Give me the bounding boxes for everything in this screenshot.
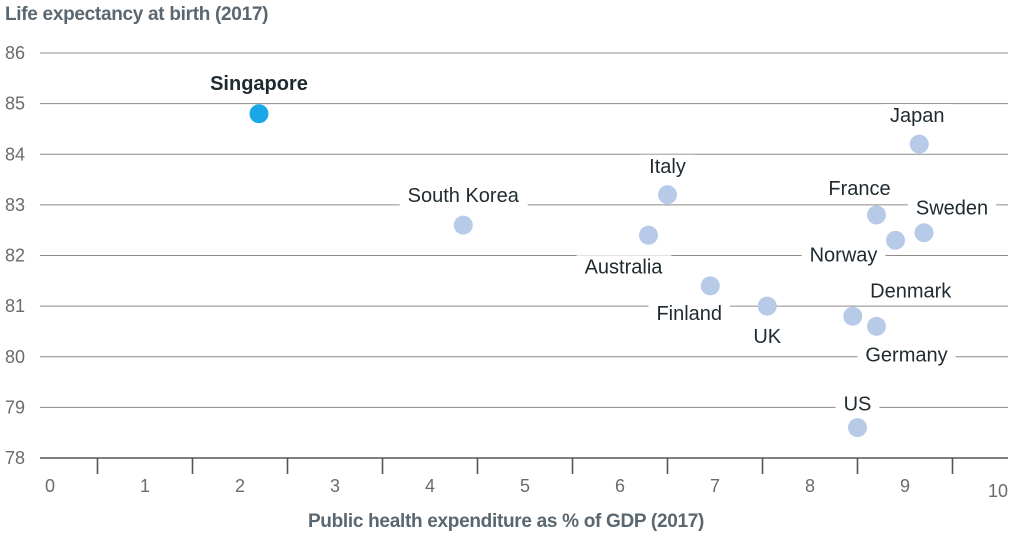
x-axis-ticks: 0 1 2 3 4 5 6 7 8 9 10 <box>45 476 1008 501</box>
point-south-korea <box>453 215 473 235</box>
point-labels: Singapore South Korea Italy Australia Finlan… <box>202 71 997 417</box>
x-tick-label-4: 4 <box>425 476 435 496</box>
label-australia: Australia <box>585 256 664 278</box>
y-tick-label-83: 83 <box>5 195 25 215</box>
point-us <box>848 418 867 438</box>
label-france: France <box>828 178 890 200</box>
label-background <box>576 255 672 280</box>
label-germany: Germany <box>865 344 947 366</box>
label-background <box>857 343 956 368</box>
x-tick-label-0: 0 <box>45 476 55 496</box>
label-background <box>820 177 899 201</box>
y-tick-label-86: 86 <box>5 43 25 63</box>
point-uk <box>757 296 777 316</box>
label-background <box>202 71 316 96</box>
label-background <box>399 184 528 209</box>
y-axis-ticks: 78 79 80 81 82 83 84 85 86 <box>5 43 25 468</box>
x-axis-title: Public health expenditure as % of GDP (2… <box>307 511 705 532</box>
point-finland <box>700 276 720 296</box>
label-background <box>801 243 886 268</box>
x-tick-label-1: 1 <box>140 476 150 496</box>
x-tick-label-7: 7 <box>710 476 720 496</box>
label-finland: Finland <box>656 303 722 325</box>
label-norway: Norway <box>810 244 878 266</box>
label-italy: Italy <box>649 156 686 178</box>
label-background <box>641 154 694 179</box>
x-tick-label-10: 10 <box>988 481 1008 501</box>
label-denmark: Denmark <box>870 280 952 302</box>
label-background <box>835 392 880 417</box>
point-singapore <box>249 104 269 124</box>
point-germany <box>867 316 886 336</box>
y-tick-label-79: 79 <box>5 397 25 417</box>
label-background <box>907 196 997 221</box>
data-points <box>249 104 934 438</box>
label-japan: Japan <box>890 105 945 127</box>
label-background <box>882 104 953 129</box>
label-south-korea: South Korea <box>408 185 520 207</box>
point-australia <box>639 225 658 245</box>
label-background <box>648 301 731 326</box>
y-tick-label-84: 84 <box>5 144 25 164</box>
x-tick-label-5: 5 <box>520 476 530 496</box>
point-sweden <box>914 223 934 243</box>
label-us: US <box>844 394 872 416</box>
label-sweden: Sweden <box>916 198 988 220</box>
y-tick-label-80: 80 <box>5 347 25 367</box>
label-uk: UK <box>753 326 781 348</box>
label-background <box>745 325 790 350</box>
y-tick-label-82: 82 <box>5 246 25 266</box>
y-tick-label-81: 81 <box>5 296 25 316</box>
x-tick-label-3: 3 <box>330 476 340 496</box>
point-norway <box>886 230 905 250</box>
y-tick-label-78: 78 <box>5 448 25 468</box>
y-axis-title: Life expectancy at birth (2017) <box>5 4 269 25</box>
x-tick-label-9: 9 <box>900 476 910 496</box>
label-background <box>862 279 961 304</box>
point-italy <box>658 185 677 205</box>
label-singapore: Singapore <box>210 73 308 95</box>
point-japan <box>909 134 929 154</box>
x-tick-label-6: 6 <box>615 476 625 496</box>
y-tick-label-85: 85 <box>5 94 25 114</box>
point-denmark <box>843 306 863 326</box>
point-france <box>867 205 886 225</box>
x-tick-label-2: 2 <box>235 476 245 496</box>
x-axis <box>40 457 1008 474</box>
x-tick-label-8: 8 <box>805 476 815 496</box>
